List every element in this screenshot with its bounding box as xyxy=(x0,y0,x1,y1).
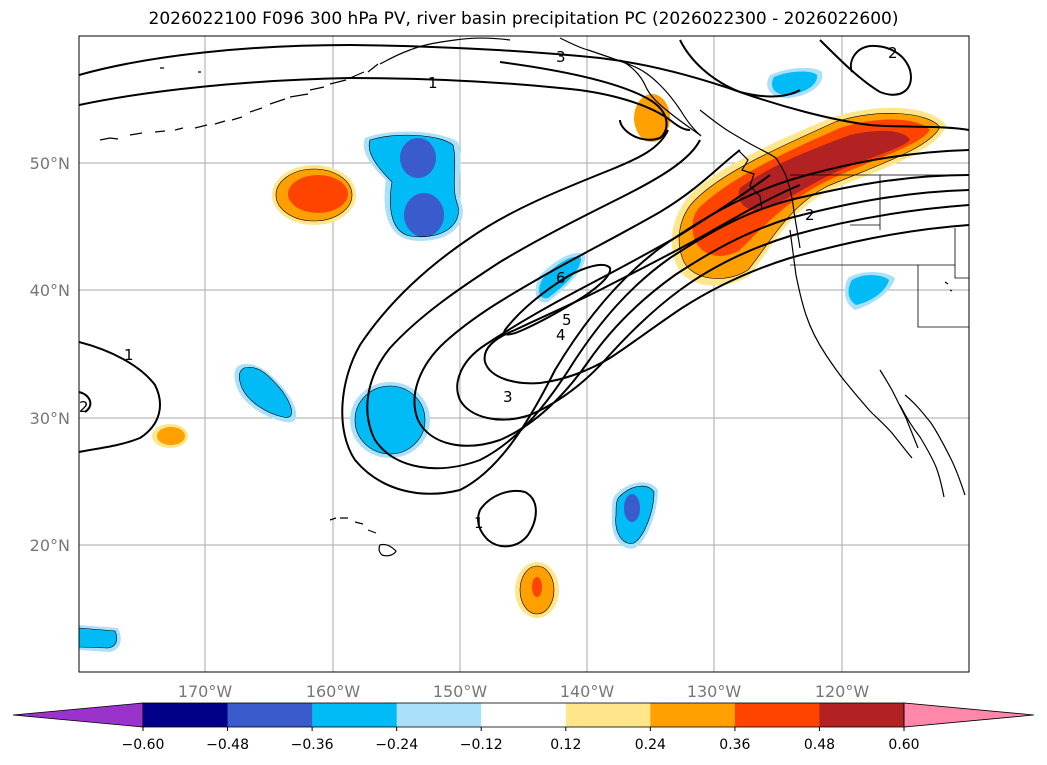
lon-label-140w: 140°W xyxy=(560,682,615,701)
colorbar-tick-label: −0.12 xyxy=(460,737,503,753)
lat-label-30n: 30°N xyxy=(30,409,70,428)
lon-label-170w: 170°W xyxy=(178,682,233,701)
contour-label: 2 xyxy=(805,206,815,224)
contour-west-1 xyxy=(79,341,161,453)
contour-label: 5 xyxy=(562,311,572,329)
contour-label: 2 xyxy=(79,398,89,416)
contour-label: 1 xyxy=(428,74,438,92)
contour-level-5 xyxy=(483,184,969,385)
contour-level-3 xyxy=(413,149,969,447)
contour-south-1 xyxy=(477,490,537,548)
lon-label-120w: 120°W xyxy=(815,682,870,701)
colorbar-segment xyxy=(143,703,229,727)
lon-label-160w: 160°W xyxy=(306,682,361,701)
lon-label-130w: 130°W xyxy=(687,682,742,701)
colorbar-segment xyxy=(565,703,651,727)
colorbar-ticks: −0.60 −0.48 −0.36 −0.24 −0.12 0.12 0.24 0.36 0.4… xyxy=(122,727,920,753)
lon-labels: 170°W 160°W 150°W 140°W 130°W 120°W xyxy=(178,682,870,701)
contour-level-1 xyxy=(341,129,969,495)
shading-outlines xyxy=(79,113,941,649)
map-title: 2026022100 F096 300 hPa PV, river basin … xyxy=(148,9,899,29)
contour-label: 1 xyxy=(474,514,484,532)
contour-level-2 xyxy=(366,139,969,470)
contour-level-6 xyxy=(503,263,612,336)
lat-label-50n: 50°N xyxy=(30,154,70,173)
lon-label-150w: 150°W xyxy=(433,682,488,701)
colorbar-segment xyxy=(481,703,567,727)
colorbar-segment xyxy=(650,703,736,727)
colorbar-segment xyxy=(312,703,398,727)
colorbar-tick-label: 0.12 xyxy=(550,737,581,753)
colorbar-tick-label: −0.24 xyxy=(375,737,418,753)
contour-label: 3 xyxy=(503,388,513,406)
colorbar-segment xyxy=(396,703,482,727)
colorbar-segment xyxy=(819,703,905,727)
colorbar-frame xyxy=(142,702,905,728)
contour-label: 6 xyxy=(556,269,566,287)
colorbar-tick-label: −0.60 xyxy=(122,737,165,753)
colorbar xyxy=(12,702,1035,728)
contour-label: 4 xyxy=(556,326,566,344)
contour-level-4 xyxy=(456,174,969,421)
pv-contours xyxy=(79,39,969,548)
precip-shading xyxy=(79,67,946,652)
contour-labels: 3 1 2 6 5 4 3 1 2 1 2 xyxy=(79,44,898,532)
colorbar-segment xyxy=(734,703,820,727)
coastlines xyxy=(99,37,969,557)
colorbar-tick-label: 0.48 xyxy=(804,737,835,753)
colorbar-tick-label: 0.36 xyxy=(719,737,750,753)
colorbar-extend-low xyxy=(12,702,144,728)
contour-west-2 xyxy=(79,391,92,413)
colorbar-tick-label: −0.48 xyxy=(206,737,249,753)
colorbar-tick-label: 0.24 xyxy=(635,737,666,753)
colorbar-tick-label: 0.60 xyxy=(888,737,919,753)
contour-label: 1 xyxy=(124,346,134,364)
lat-label-40n: 40°N xyxy=(30,281,70,300)
colorbar-extend-high xyxy=(903,702,1035,728)
colorbar-tick-label: −0.36 xyxy=(291,737,334,753)
contour-label: 3 xyxy=(556,48,566,66)
colorbar-segment xyxy=(227,703,313,727)
lat-label-20n: 20°N xyxy=(30,536,70,555)
contour-label: 2 xyxy=(888,44,898,62)
map-frame xyxy=(78,35,970,673)
lat-labels: 50°N 40°N 30°N 20°N xyxy=(30,154,70,555)
